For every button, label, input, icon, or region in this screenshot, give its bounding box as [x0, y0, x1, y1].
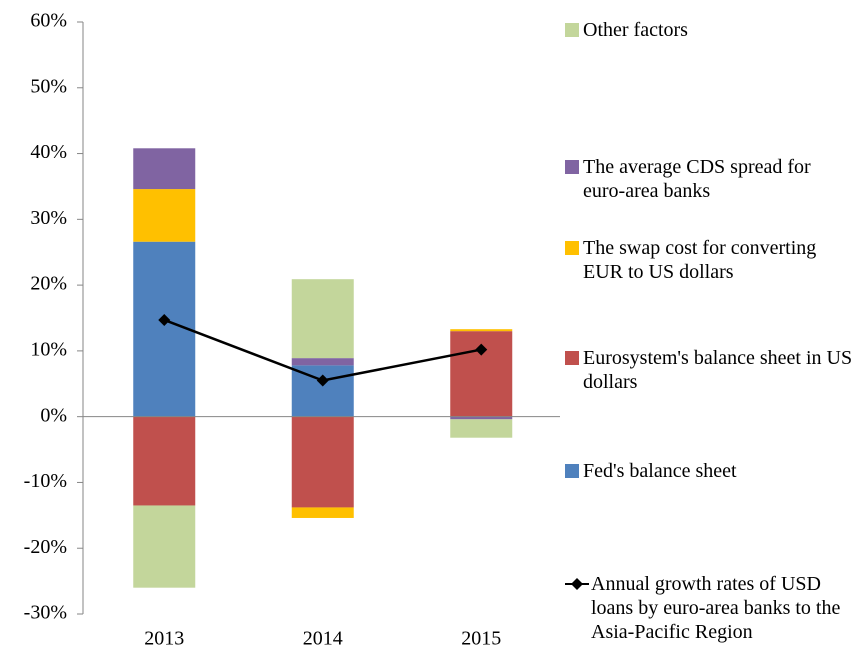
legend-entry: Eurosystem's balance sheet in US dollars: [565, 346, 855, 394]
line-marker: [316, 374, 329, 387]
legend-marker: [565, 23, 579, 37]
bar: [133, 148, 196, 190]
bar: [133, 416, 196, 506]
line-marker: [158, 313, 171, 326]
legend-marker: [565, 572, 589, 596]
legend-marker: [565, 351, 579, 365]
legend-label: The average CDS spread for euro-area ban…: [583, 156, 811, 202]
legend-marker: [565, 464, 579, 478]
legend-label: Eurosystem's balance sheet in US dollars: [583, 347, 853, 393]
legend-entry: Fed's balance sheet: [565, 459, 855, 483]
x-tick-label: 2013: [144, 628, 184, 650]
legend-entry: The average CDS spread for euro-area ban…: [565, 155, 855, 203]
bar: [450, 416, 513, 420]
bar: [291, 279, 354, 359]
y-tick-label: 60%: [30, 10, 67, 32]
y-tick-label: 20%: [30, 273, 67, 295]
y-tick-label: 50%: [30, 75, 67, 97]
x-tick-label: 2014: [303, 628, 343, 650]
bar: [133, 189, 196, 242]
legend-label: Annual growth rates of USD loans by euro…: [591, 573, 841, 643]
y-tick-label: 40%: [30, 141, 67, 163]
y-tick-label: 30%: [30, 207, 67, 229]
legend-label: The swap cost for converting EUR to US d…: [583, 237, 817, 283]
bar: [133, 505, 196, 588]
legend-label: Other factors: [583, 19, 688, 41]
legend-marker: [565, 241, 579, 255]
bar: [291, 358, 354, 366]
legend-label: Fed's balance sheet: [583, 460, 737, 482]
legend-entry: The swap cost for converting EUR to US d…: [565, 236, 855, 284]
bar: [450, 329, 513, 332]
y-tick-label: 0%: [40, 404, 67, 426]
y-tick-label: -20%: [24, 536, 67, 558]
bar: [450, 419, 513, 438]
legend-marker: [565, 160, 579, 174]
bar: [291, 507, 354, 518]
y-tick-label: -30%: [24, 602, 67, 624]
legend-entry: Annual growth rates of USD loans by euro…: [565, 572, 855, 644]
legend-entry: Other factors: [565, 18, 855, 42]
y-tick-label: 10%: [30, 338, 67, 360]
y-tick-label: -10%: [24, 470, 67, 492]
bar: [291, 416, 354, 508]
x-tick-label: 2015: [461, 628, 501, 650]
line-marker: [475, 343, 488, 356]
